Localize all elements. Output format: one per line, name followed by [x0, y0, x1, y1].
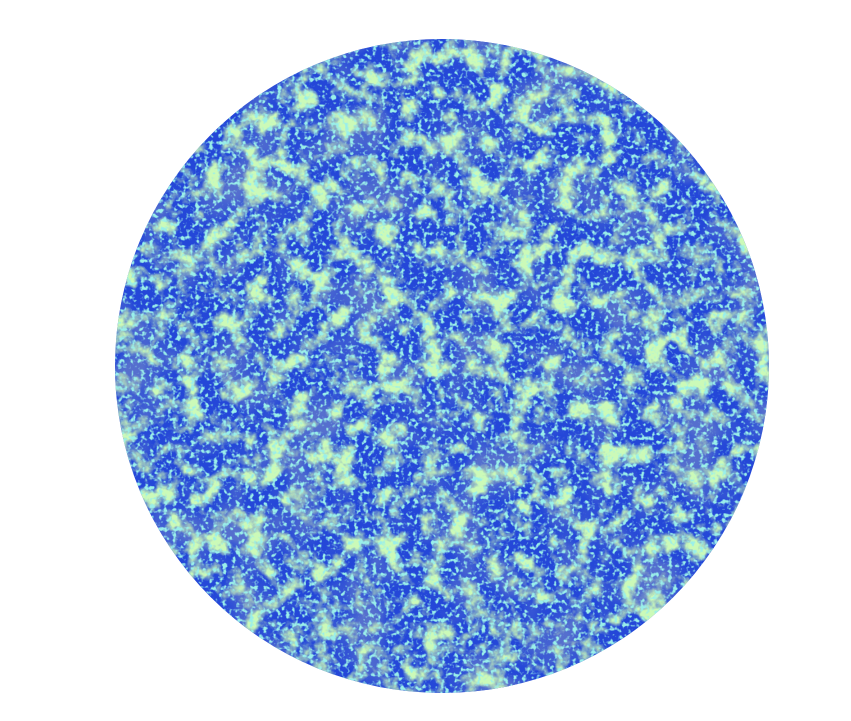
disc-texture — [115, 39, 769, 693]
canvas — [115, 39, 769, 693]
textured-disc — [115, 39, 769, 693]
